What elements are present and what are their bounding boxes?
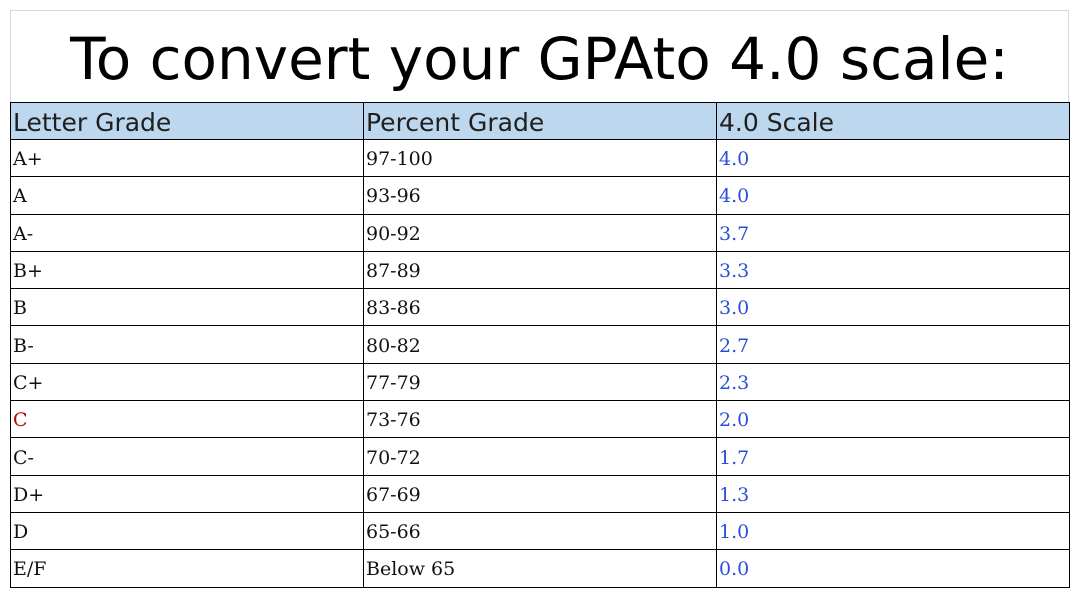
table-row: C 73-76 2.0 xyxy=(10,400,1070,439)
scale-cell: 3.0 xyxy=(716,288,1070,327)
percent-grade-cell: 67-69 xyxy=(363,474,717,513)
scale-cell: 2.0 xyxy=(716,400,1070,439)
table-row: C+ 77-79 2.3 xyxy=(10,362,1070,402)
percent-grade-cell: Below 65 xyxy=(363,549,717,588)
percent-grade-cell: 65-66 xyxy=(363,511,717,551)
table-row: D 65-66 1.0 xyxy=(10,511,1070,551)
percent-grade-cell: 80-82 xyxy=(363,325,717,364)
table-row: B+ 87-89 3.3 xyxy=(10,250,1070,290)
header-percent-grade: Percent Grade xyxy=(363,102,717,140)
percent-grade-cell: 73-76 xyxy=(363,400,717,439)
letter-grade-cell: C xyxy=(10,400,364,439)
scale-cell: 1.3 xyxy=(716,474,1070,513)
header-letter-grade: Letter Grade xyxy=(10,102,364,140)
letter-grade-cell: C+ xyxy=(10,362,364,402)
page-title: To convert your GPAto 4.0 scale: xyxy=(70,24,1009,93)
table-row: A- 90-92 3.7 xyxy=(10,213,1070,252)
header-4-0-scale: 4.0 Scale xyxy=(716,102,1070,140)
scale-cell: 0.0 xyxy=(716,549,1070,588)
scale-cell: 1.0 xyxy=(716,511,1070,551)
table-row: A+ 97-100 4.0 xyxy=(10,138,1070,178)
letter-grade-cell: C- xyxy=(10,437,364,476)
table-row: D+ 67-69 1.3 xyxy=(10,474,1070,513)
table-header-row: Letter Grade Percent Grade 4.0 Scale xyxy=(10,102,1070,140)
percent-grade-cell: 83-86 xyxy=(363,288,717,327)
table-row: B- 80-82 2.7 xyxy=(10,325,1070,364)
scale-cell: 1.7 xyxy=(716,437,1070,476)
table-row: E/F Below 65 0.0 xyxy=(10,549,1070,588)
gpa-conversion-document: To convert your GPAto 4.0 scale: Letter … xyxy=(10,10,1070,588)
letter-grade-cell: D xyxy=(10,511,364,551)
letter-grade-cell: A- xyxy=(10,213,364,252)
table-row: C- 70-72 1.7 xyxy=(10,437,1070,476)
letter-grade-cell: A xyxy=(10,176,364,215)
scale-cell: 2.7 xyxy=(716,325,1070,364)
letter-grade-cell: D+ xyxy=(10,474,364,513)
letter-grade-cell: B+ xyxy=(10,250,364,290)
percent-grade-cell: 87-89 xyxy=(363,250,717,290)
scale-cell: 3.7 xyxy=(716,213,1070,252)
scale-cell: 3.3 xyxy=(716,250,1070,290)
letter-grade-cell: E/F xyxy=(10,549,364,588)
grade-conversion-table: Letter Grade Percent Grade 4.0 Scale A+ … xyxy=(10,102,1070,588)
percent-grade-cell: 97-100 xyxy=(363,138,717,178)
letter-grade-cell: B- xyxy=(10,325,364,364)
table-row: B 83-86 3.0 xyxy=(10,288,1070,327)
percent-grade-cell: 93-96 xyxy=(363,176,717,215)
percent-grade-cell: 90-92 xyxy=(363,213,717,252)
percent-grade-cell: 77-79 xyxy=(363,362,717,402)
table-row: A 93-96 4.0 xyxy=(10,176,1070,215)
scale-cell: 4.0 xyxy=(716,176,1070,215)
scale-cell: 2.3 xyxy=(716,362,1070,402)
scale-cell: 4.0 xyxy=(716,138,1070,178)
percent-grade-cell: 70-72 xyxy=(363,437,717,476)
letter-grade-cell: A+ xyxy=(10,138,364,178)
title-box: To convert your GPAto 4.0 scale: xyxy=(10,10,1069,102)
letter-grade-cell: B xyxy=(10,288,364,327)
